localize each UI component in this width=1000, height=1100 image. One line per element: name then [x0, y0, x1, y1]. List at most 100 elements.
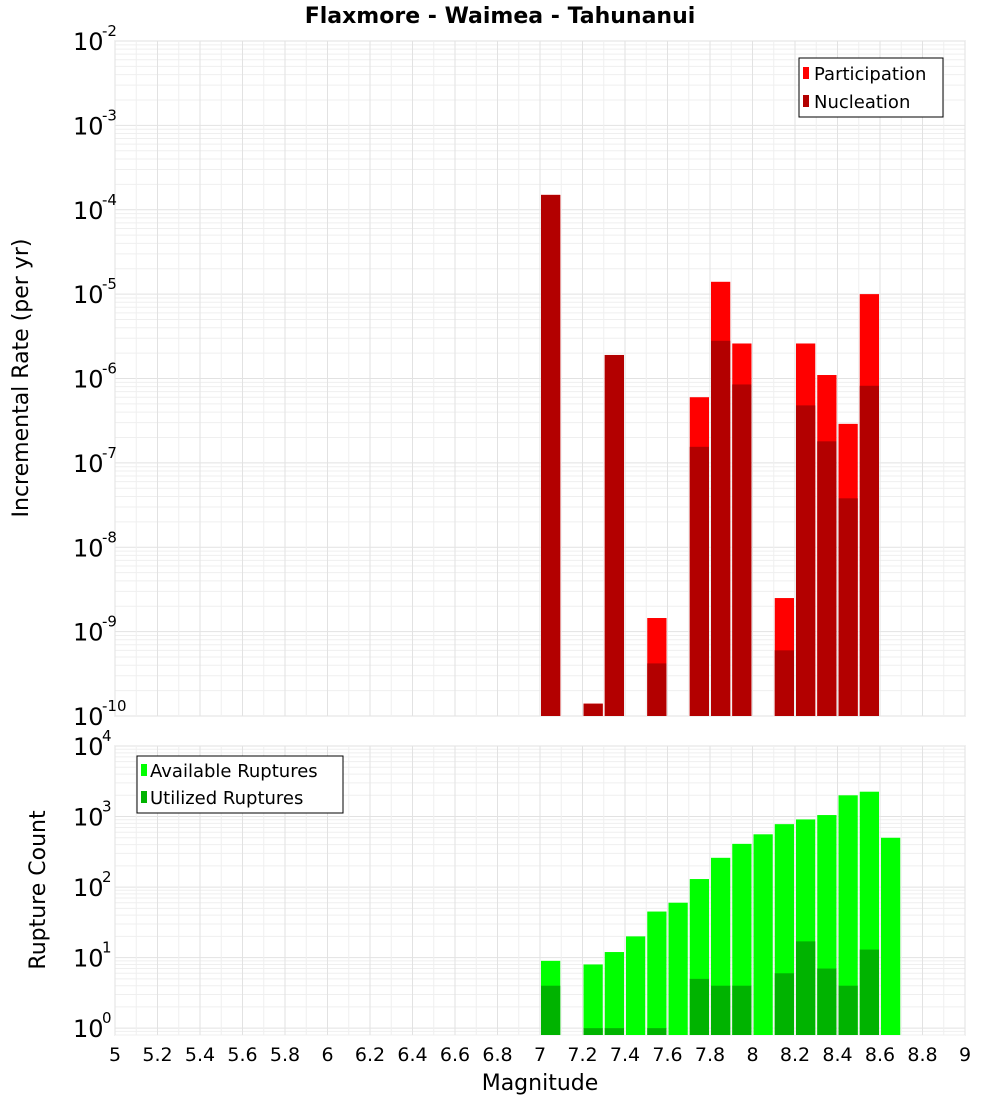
x-axis-title: Magnitude: [482, 1071, 599, 1096]
x-tick-label: 6.2: [355, 1044, 385, 1066]
x-tick-label: 5.4: [185, 1044, 215, 1066]
y-tick-base: 10: [73, 534, 104, 562]
rate-panel: 10-210-310-410-510-610-710-810-910-10 In…: [9, 22, 966, 731]
x-tick-label: 6: [321, 1044, 333, 1066]
available-ruptures-bar: [753, 834, 773, 1035]
y-tick-label: 10-7: [73, 444, 117, 478]
y-tick-exponent: 3: [102, 798, 112, 816]
available-ruptures-bar: [668, 902, 688, 1035]
count-legend-box: [136, 755, 344, 814]
y-tick-base: 10: [73, 619, 104, 647]
y-tick-label: 10-10: [73, 697, 127, 731]
utilized-ruptures-bar: [583, 1028, 603, 1035]
count-y-axis-title: Rupture Count: [26, 810, 51, 970]
y-tick-base: 10: [73, 804, 104, 832]
y-tick-base: 10: [73, 28, 104, 56]
nucleation-bar: [541, 194, 561, 716]
y-tick-label: 10-2: [73, 22, 117, 56]
y-tick-base: 10: [73, 112, 104, 140]
x-tick-label: 8.6: [865, 1044, 895, 1066]
available-ruptures-legend-swatch: [141, 764, 147, 776]
y-tick-label: 10-8: [73, 528, 117, 562]
y-tick-label: 10-6: [73, 360, 117, 394]
x-tick-label: 8.2: [780, 1044, 810, 1066]
x-tick-label: 6.4: [397, 1044, 427, 1066]
nucleation-bar: [859, 385, 879, 716]
nucleation-legend-swatch: [803, 95, 809, 107]
x-tick-label: 7.8: [695, 1044, 725, 1066]
y-tick-exponent: -4: [102, 191, 117, 209]
nucleation-bar: [604, 354, 624, 716]
utilized-ruptures-legend-label: Utilized Ruptures: [150, 788, 303, 809]
y-tick-label: 10-5: [73, 275, 117, 309]
nucleation-bar: [711, 340, 731, 716]
rate-gridlines: [114, 40, 966, 717]
x-tick-label: 7.4: [610, 1044, 640, 1066]
x-tick-label: 5.6: [227, 1044, 257, 1066]
available-ruptures-bar: [881, 837, 901, 1035]
y-tick-exponent: 4: [102, 727, 112, 745]
utilized-ruptures-legend-swatch: [141, 791, 147, 803]
y-tick-label: 10-9: [73, 613, 117, 647]
available-ruptures-bar: [583, 964, 603, 1035]
x-tick-label: 5.8: [270, 1044, 300, 1066]
y-tick-exponent: -3: [102, 106, 117, 124]
x-tick-label: 7.2: [567, 1044, 597, 1066]
y-tick-base: 10: [73, 197, 104, 225]
y-tick-base: 10: [73, 281, 104, 309]
utilized-ruptures-bar: [604, 1028, 624, 1035]
y-tick-label: 10-4: [73, 191, 117, 225]
participation-legend-label: Participation: [814, 64, 926, 85]
x-tick-label: 8.4: [822, 1044, 852, 1066]
utilized-ruptures-bar: [838, 985, 858, 1035]
y-tick-label: 100: [73, 1009, 112, 1043]
nucleation-bar: [817, 441, 837, 716]
rate-y-tick-labels: 10-210-310-410-510-610-710-810-910-10: [73, 22, 127, 731]
nucleation-bar: [647, 663, 667, 716]
rate-legend-box: [798, 57, 944, 118]
chart-title: Flaxmore - Waimea - Tahunanui: [305, 4, 696, 29]
nucleation-bar: [732, 384, 752, 716]
y-tick-label: 10-3: [73, 106, 117, 140]
participation-legend-swatch: [803, 67, 809, 79]
y-tick-exponent: -8: [102, 528, 117, 546]
available-ruptures-legend-label: Available Ruptures: [150, 761, 318, 782]
available-ruptures-bar: [604, 952, 624, 1035]
x-tick-label: 5.2: [142, 1044, 172, 1066]
y-tick-exponent: -9: [102, 613, 117, 631]
count-bars: [541, 791, 901, 1035]
y-tick-exponent: -10: [102, 697, 127, 715]
count-legend: Available Ruptures Utilized Ruptures: [136, 755, 344, 814]
utilized-ruptures-bar: [732, 985, 752, 1035]
y-tick-exponent: -7: [102, 444, 117, 462]
y-tick-base: 10: [73, 945, 104, 973]
utilized-ruptures-bar: [796, 941, 816, 1035]
x-tick-labels: 5 5.2 5.4 5.6 5.8 6 6.2 6.4 6.6 6.8 7 7.2 7.4 7.6 7.8 8…: [109, 1044, 971, 1066]
y-tick-base: 10: [73, 733, 104, 761]
x-tick-label: 7: [534, 1044, 546, 1066]
x-tick-label: 6.6: [440, 1044, 470, 1066]
utilized-ruptures-bar: [859, 949, 879, 1035]
available-ruptures-bar: [647, 911, 667, 1035]
y-tick-label: 102: [73, 868, 112, 902]
x-tick-label: 7.6: [652, 1044, 682, 1066]
y-tick-base: 10: [73, 450, 104, 478]
nucleation-bar: [689, 446, 709, 716]
y-tick-base: 10: [73, 366, 104, 394]
nucleation-bar: [774, 650, 794, 716]
x-tick-label: 5: [109, 1044, 121, 1066]
nucleation-bar: [583, 703, 603, 716]
y-tick-exponent: -5: [102, 275, 117, 293]
utilized-ruptures-bar: [647, 1028, 667, 1035]
y-tick-label: 104: [73, 727, 112, 761]
y-tick-base: 10: [73, 874, 104, 902]
nucleation-bar: [838, 498, 858, 716]
y-tick-label: 101: [73, 939, 112, 973]
y-tick-exponent: 2: [102, 868, 112, 886]
available-ruptures-bar: [838, 795, 858, 1035]
rate-bars: [541, 194, 879, 716]
utilized-ruptures-bar: [817, 968, 837, 1035]
nucleation-bar: [796, 405, 816, 716]
